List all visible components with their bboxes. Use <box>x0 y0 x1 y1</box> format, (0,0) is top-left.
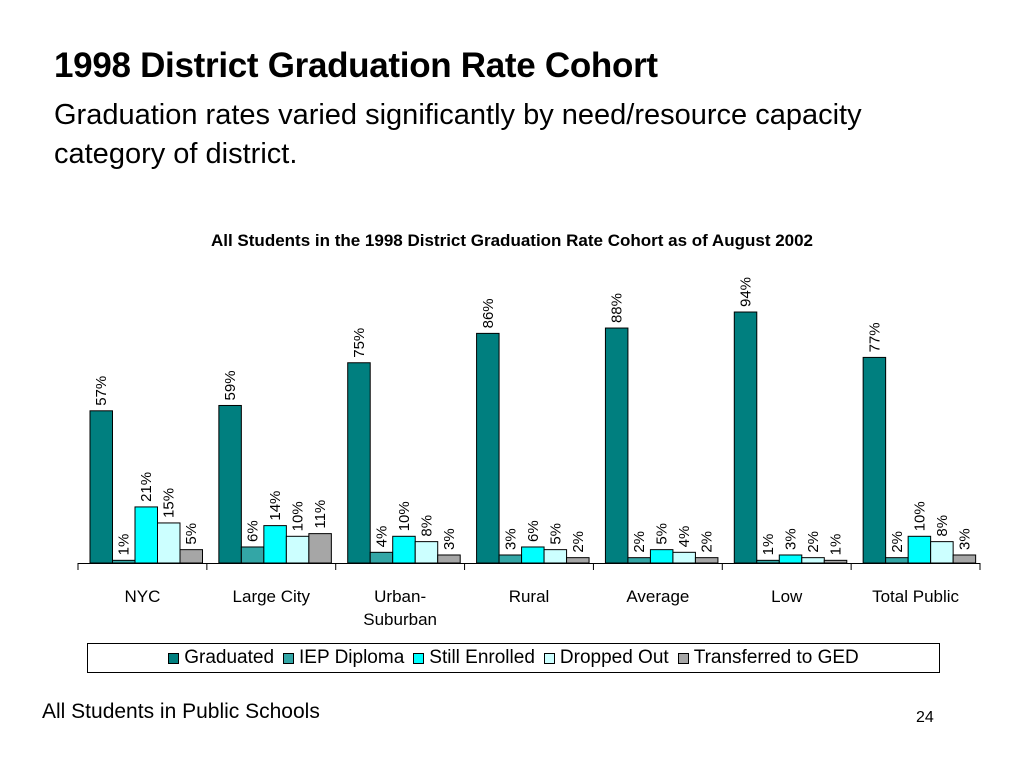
bar-graduated <box>218 404 242 564</box>
bar-iep-diploma <box>756 559 780 564</box>
bar-dropped-out <box>414 541 439 564</box>
data-label: 6% <box>245 520 262 542</box>
data-label: 3% <box>956 528 973 550</box>
bar-iep-diploma <box>498 554 523 564</box>
data-label: 57% <box>93 376 110 406</box>
data-label: 94% <box>738 277 755 307</box>
bar-graduated <box>604 327 629 564</box>
slide-footer: All Students in Public Schools <box>42 700 320 723</box>
data-label: 6% <box>525 520 542 542</box>
bar-still-enrolled <box>649 549 674 564</box>
bar-still-enrolled <box>907 535 932 564</box>
data-label: 2% <box>805 531 822 553</box>
data-label: 88% <box>609 293 626 323</box>
bar-graduated <box>476 332 500 564</box>
bar-dropped-out <box>672 551 696 564</box>
chart-legend: Graduated IEP Diploma Still Enrolled Droppe… <box>87 643 940 673</box>
slide-title: 1998 District Graduation Rate Cohort <box>54 46 658 85</box>
bar-transferred-to-ged <box>694 557 719 564</box>
data-label: 14% <box>267 491 284 521</box>
x-tick-label: Large City <box>233 587 311 606</box>
data-label: 2% <box>631 531 648 553</box>
bar-still-enrolled <box>778 554 803 564</box>
bar-dropped-out <box>285 535 310 564</box>
legend-swatch <box>413 652 425 664</box>
legend-label: Still Enrolled <box>429 647 535 668</box>
data-label: 2% <box>699 531 716 553</box>
bar-graduated <box>733 311 758 564</box>
slide-subtitle: Graduation rates varied significantly by… <box>54 99 862 170</box>
data-label: 3% <box>783 528 800 550</box>
bar-iep-diploma <box>627 557 651 564</box>
data-label: 8% <box>934 515 951 537</box>
legend-item: Graduated <box>168 647 274 669</box>
bar-still-enrolled <box>134 506 158 564</box>
bar-iep-diploma <box>369 551 394 564</box>
data-label: 3% <box>502 528 519 550</box>
data-label: 1% <box>116 534 133 556</box>
bar-iep-diploma <box>885 557 909 564</box>
bar-transferred-to-ged <box>179 549 203 564</box>
bar-still-enrolled <box>392 535 416 564</box>
legend-item: Still Enrolled <box>413 647 535 669</box>
x-tick-label: Low <box>771 587 803 606</box>
legend-label: Transferred to GED <box>693 647 859 668</box>
bar-transferred-to-ged <box>437 554 461 564</box>
data-label: 10% <box>396 501 413 531</box>
data-label: 8% <box>418 515 435 537</box>
x-tick-label: Rural <box>509 587 550 606</box>
data-label: 1% <box>760 534 777 556</box>
x-tick-label: Average <box>626 587 689 606</box>
bar-chart: 57% 1% 21% 15% 5% NYC 59% 6% 14% 10% 11% Large City… <box>77 277 981 629</box>
data-label: 15% <box>161 488 178 518</box>
bar-graduated <box>89 410 113 564</box>
legend-label: Dropped Out <box>559 647 669 668</box>
x-tick-label: Urban-Suburban <box>363 587 437 629</box>
bar-transferred-to-ged <box>823 559 848 564</box>
x-tick-label: NYC <box>124 587 160 606</box>
bar-still-enrolled <box>263 525 287 564</box>
data-label: 5% <box>183 523 200 545</box>
data-label: 4% <box>373 526 390 548</box>
data-label: 5% <box>547 523 564 545</box>
data-label: 1% <box>828 534 845 556</box>
bar-dropped-out <box>801 557 825 564</box>
chart-title: All Students in the 1998 District Gradua… <box>210 231 814 250</box>
data-label: 21% <box>138 472 155 502</box>
x-tick-label: Total Public <box>872 587 959 606</box>
bar-iep-diploma <box>112 559 136 564</box>
legend-swatch <box>677 652 689 664</box>
legend-swatch <box>543 652 555 664</box>
legend-label: IEP Diploma <box>299 647 405 668</box>
bar-dropped-out <box>930 541 954 564</box>
bar-transferred-to-ged <box>566 557 590 564</box>
legend-item: Transferred to GED <box>677 647 859 669</box>
data-label: 10% <box>290 501 307 531</box>
legend-swatch <box>283 652 295 664</box>
data-label: 11% <box>312 500 329 529</box>
data-label: 2% <box>889 531 906 553</box>
bar-graduated <box>347 362 371 564</box>
page-number: 24 <box>916 709 934 726</box>
data-label: 86% <box>480 298 497 328</box>
bar-transferred-to-ged <box>952 554 977 564</box>
data-label: 3% <box>441 528 458 550</box>
bar-iep-diploma <box>240 546 265 564</box>
legend-item: IEP Diploma <box>283 647 404 669</box>
data-label: 77% <box>866 322 883 352</box>
bar-dropped-out <box>543 549 568 564</box>
bar-graduated <box>862 356 887 564</box>
legend-item: Dropped Out <box>543 647 669 669</box>
bar-dropped-out <box>157 522 181 564</box>
data-label: 2% <box>570 531 587 553</box>
data-label: 5% <box>654 523 671 545</box>
data-label: 4% <box>676 526 693 548</box>
data-label: 75% <box>351 328 368 358</box>
data-label: 59% <box>222 370 239 400</box>
bar-still-enrolled <box>521 546 545 564</box>
data-label: 10% <box>911 501 928 531</box>
bar-transferred-to-ged <box>308 533 332 564</box>
legend-label: Graduated <box>184 647 275 668</box>
legend-swatch <box>168 652 180 664</box>
